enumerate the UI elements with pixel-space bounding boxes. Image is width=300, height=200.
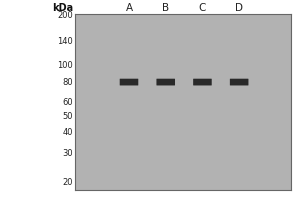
Text: B: B: [162, 3, 169, 13]
Text: 100: 100: [57, 61, 73, 70]
Text: 50: 50: [62, 112, 73, 121]
Text: A: A: [125, 3, 133, 13]
Text: 80: 80: [62, 78, 73, 87]
FancyBboxPatch shape: [193, 79, 212, 85]
Text: D: D: [235, 3, 243, 13]
Text: 140: 140: [57, 37, 73, 46]
Text: 30: 30: [62, 149, 73, 158]
FancyBboxPatch shape: [120, 79, 138, 85]
Text: C: C: [199, 3, 206, 13]
FancyBboxPatch shape: [156, 79, 175, 85]
Text: kDa: kDa: [52, 3, 73, 13]
FancyBboxPatch shape: [230, 79, 248, 85]
Text: 40: 40: [62, 128, 73, 137]
Text: 60: 60: [62, 98, 73, 107]
Text: 20: 20: [62, 178, 73, 187]
Text: 200: 200: [57, 11, 73, 20]
